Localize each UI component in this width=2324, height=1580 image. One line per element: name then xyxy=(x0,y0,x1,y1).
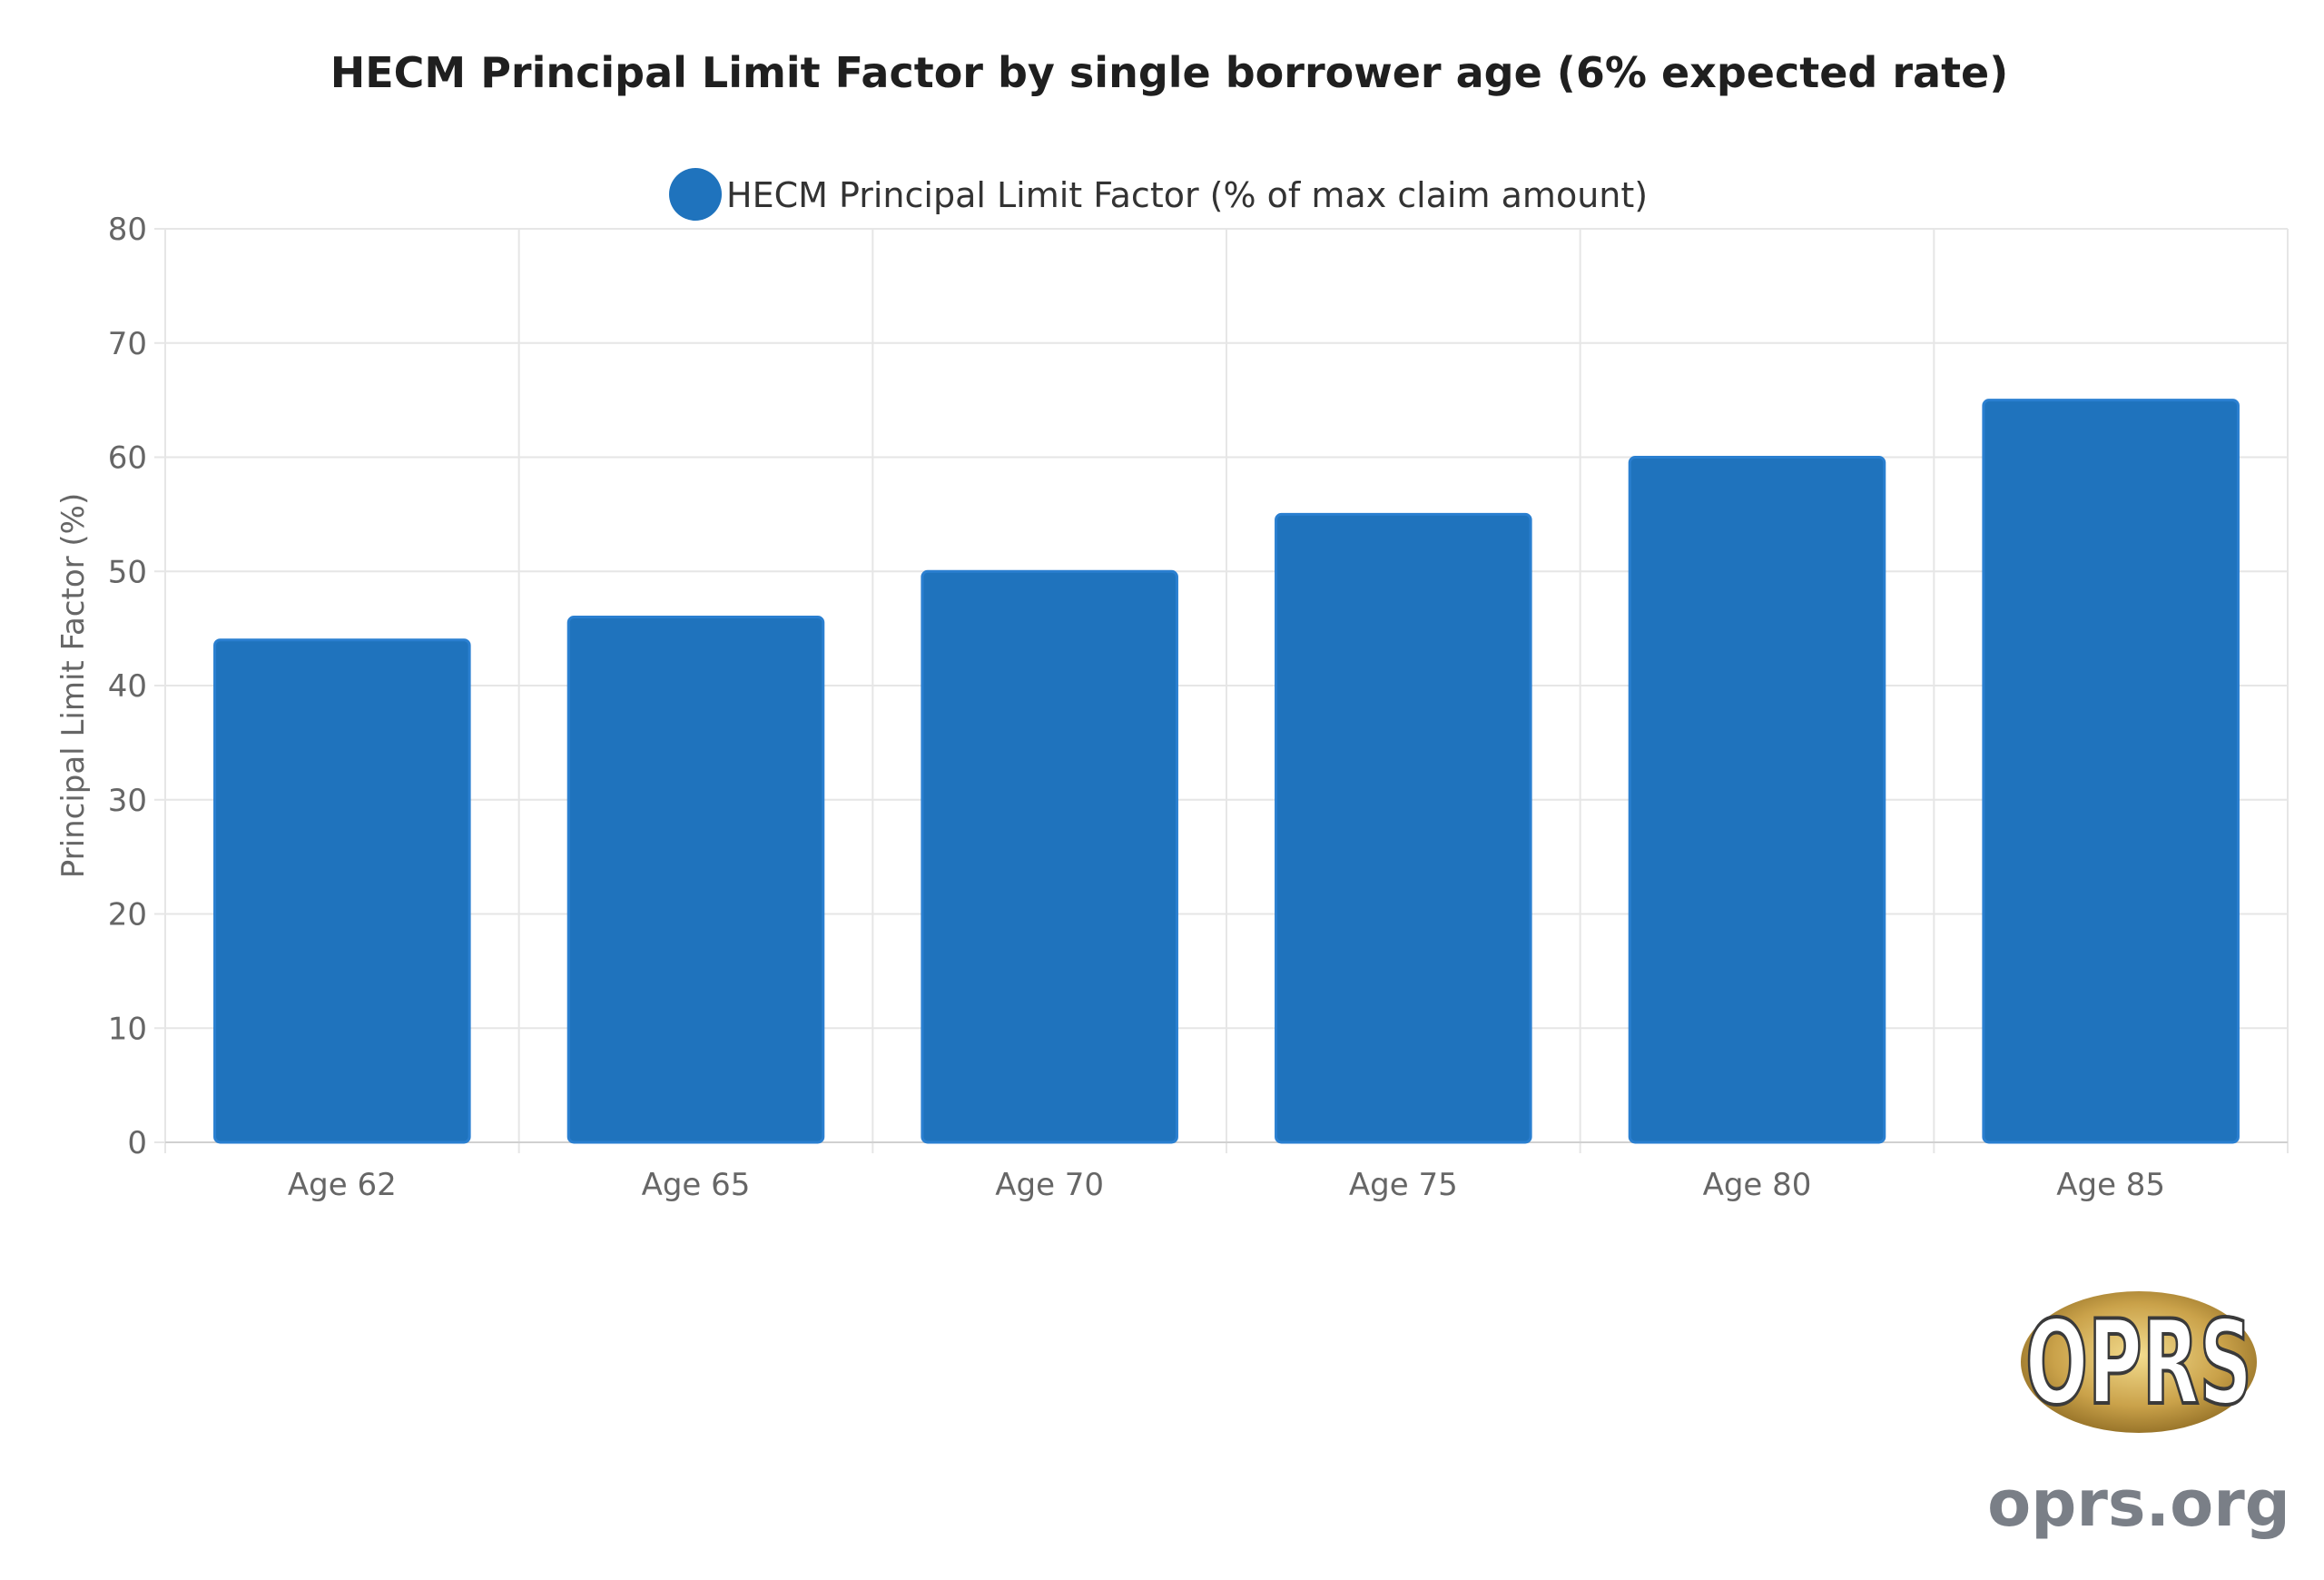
oprs-logo-text: OPRS xyxy=(2025,1296,2252,1431)
site-url: oprs.org xyxy=(1987,1466,2290,1541)
y-tick-label: 20 xyxy=(108,897,147,933)
chart-title: HECM Principal Limit Factor by single bo… xyxy=(330,48,2009,97)
x-tick-label: Age 62 xyxy=(288,1167,397,1203)
bar[interactable] xyxy=(213,638,471,1144)
x-tick-label: Age 70 xyxy=(995,1167,1104,1203)
legend[interactable]: HECM Principal Limit Factor (% of max cl… xyxy=(669,168,1648,221)
bar[interactable] xyxy=(566,616,825,1144)
bar[interactable] xyxy=(921,569,1178,1144)
y-axis-ticks: 0 10 20 30 40 50 60 70 80 xyxy=(108,212,165,1161)
bar[interactable] xyxy=(1982,399,2240,1144)
x-tick-label: Age 85 xyxy=(2056,1167,2165,1203)
legend-swatch xyxy=(669,168,722,221)
y-tick-label: 0 xyxy=(127,1125,147,1161)
y-tick-label: 50 xyxy=(108,554,147,590)
y-tick-label: 10 xyxy=(108,1011,147,1047)
x-tick-label: Age 80 xyxy=(1703,1167,1812,1203)
x-tick-label: Age 65 xyxy=(642,1167,751,1203)
y-tick-label: 40 xyxy=(108,668,147,705)
y-tick-label: 60 xyxy=(108,440,147,477)
y-axis-label: Principal Limit Factor (%) xyxy=(55,493,92,879)
oprs-logo: OPRS xyxy=(2021,1291,2257,1433)
bar[interactable] xyxy=(1275,512,1532,1144)
grid xyxy=(164,228,2289,1153)
y-tick-label: 80 xyxy=(108,212,147,248)
legend-label: HECM Principal Limit Factor (% of max cl… xyxy=(726,175,1648,215)
y-tick-label: 30 xyxy=(108,783,147,819)
x-axis-ticks: Age 62 Age 65 Age 70 Age 75 Age 80 Age 85 xyxy=(288,1167,2165,1203)
bar[interactable] xyxy=(1628,456,1886,1144)
y-tick-label: 70 xyxy=(108,326,147,362)
bars xyxy=(213,399,2240,1144)
x-tick-label: Age 75 xyxy=(1349,1167,1458,1203)
